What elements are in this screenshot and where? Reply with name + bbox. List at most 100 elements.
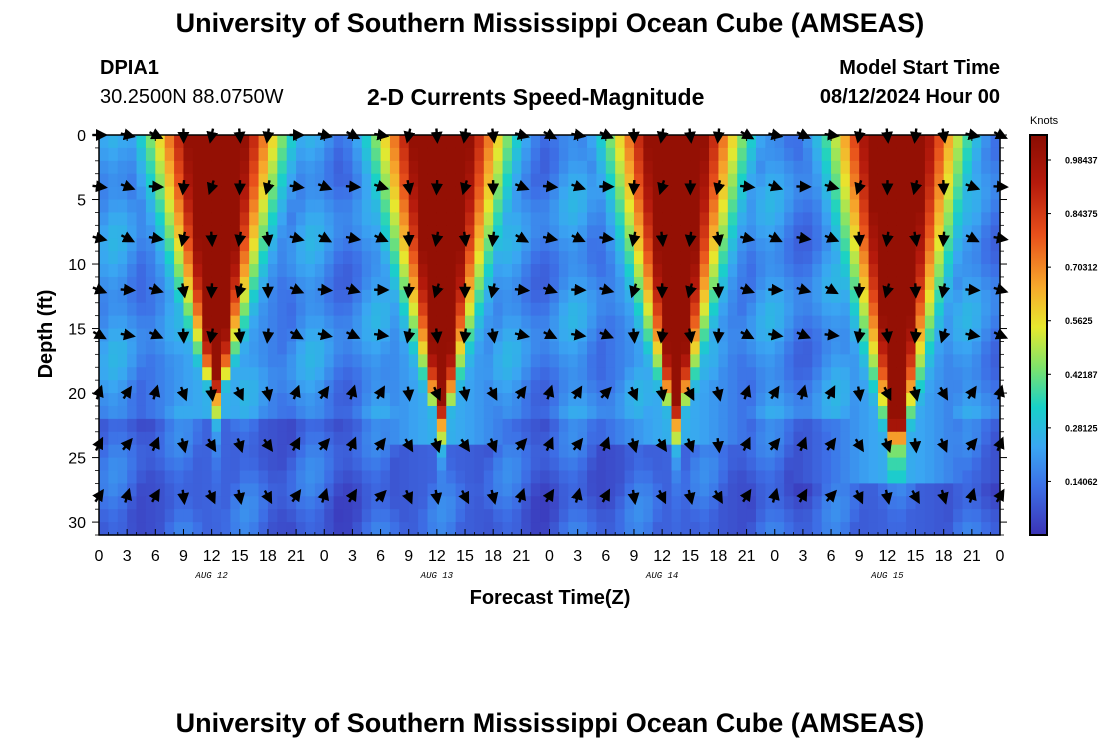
heatmap-cell	[249, 431, 260, 446]
heatmap-cell	[436, 199, 447, 214]
heatmap-cell	[549, 238, 560, 252]
heatmap-cell	[840, 457, 851, 472]
heatmap-cell	[314, 418, 325, 433]
heatmap-cell	[202, 457, 213, 472]
heatmap-cell	[540, 483, 551, 497]
heatmap-cell	[399, 173, 410, 188]
heatmap-cell	[99, 418, 109, 433]
heatmap-cell	[343, 147, 354, 162]
heatmap-cell	[258, 444, 269, 459]
heatmap-cell	[277, 251, 288, 265]
heatmap-cell	[924, 173, 935, 188]
heatmap-cell	[511, 522, 522, 536]
heatmap-cell	[718, 302, 729, 317]
heatmap-cell	[568, 470, 579, 484]
heatmap-cell	[793, 199, 804, 214]
heatmap-cell	[183, 522, 194, 536]
current-arrow	[599, 328, 615, 340]
heatmap-cell	[821, 160, 832, 175]
heatmap-cell	[511, 186, 522, 201]
heatmap-cell	[737, 496, 748, 510]
heatmap-cell	[924, 147, 935, 162]
heatmap-cell	[774, 444, 785, 459]
heatmap-cell	[784, 135, 795, 149]
heatmap-cell	[549, 418, 560, 433]
heatmap-cell	[924, 289, 935, 304]
heatmap-cell	[887, 483, 898, 497]
heatmap-cell	[896, 302, 907, 317]
heatmap-cell	[305, 522, 316, 536]
heatmap-cell	[821, 496, 832, 510]
heatmap-cell	[802, 238, 813, 252]
heatmap-cell	[868, 328, 879, 343]
heatmap-cell	[333, 225, 344, 239]
heatmap-cell	[755, 199, 766, 214]
heatmap-cell	[990, 199, 1001, 214]
heatmap-cell	[389, 405, 400, 420]
heatmap-cell	[202, 264, 213, 278]
heatmap-cell	[540, 302, 551, 317]
heatmap-cell	[549, 354, 560, 368]
current-arrow	[402, 489, 414, 505]
heatmap-cell	[352, 199, 363, 214]
heatmap-cell	[802, 289, 813, 304]
heatmap-cell	[286, 380, 297, 394]
heatmap-cell	[887, 135, 898, 149]
heatmap-cell	[859, 522, 870, 536]
heatmap-cell	[502, 212, 513, 226]
heatmap-cell	[859, 380, 870, 394]
heatmap-cell	[530, 405, 541, 420]
heatmap-cell	[680, 264, 691, 278]
heatmap-cell	[802, 186, 813, 201]
heatmap-cell	[408, 264, 419, 278]
current-arrow	[402, 179, 415, 196]
current-arrow	[177, 179, 190, 196]
heatmap-cell	[286, 405, 297, 420]
heatmap-cell	[277, 354, 288, 368]
heatmap-cell	[455, 444, 466, 459]
heatmap-cell	[558, 444, 569, 459]
heatmap-cell	[643, 380, 654, 394]
heatmap-cell	[727, 289, 738, 304]
heatmap-cell	[221, 289, 231, 304]
heatmap-cell	[755, 341, 766, 355]
heatmap-cell	[849, 483, 860, 497]
heatmap-cell	[267, 418, 278, 433]
heatmap-cell	[108, 147, 119, 162]
heatmap-cell	[868, 212, 879, 226]
heatmap-cell	[127, 289, 138, 304]
heatmap-cell	[211, 457, 222, 472]
heatmap-cell	[849, 496, 860, 510]
heatmap-cell	[511, 405, 522, 420]
heatmap-cell	[221, 509, 231, 523]
heatmap-cell	[690, 147, 701, 162]
heatmap-cell	[230, 496, 241, 510]
heatmap-cell	[896, 328, 907, 343]
heatmap-cell	[418, 444, 429, 459]
heatmap-cell	[436, 457, 447, 472]
heatmap-cell	[784, 509, 795, 523]
current-arrow	[120, 437, 133, 451]
heatmap-cell	[343, 186, 354, 201]
heatmap-cell	[990, 418, 1001, 433]
heatmap-cell	[352, 160, 363, 175]
heatmap-cell	[605, 173, 616, 188]
heatmap-cell	[859, 431, 870, 446]
heatmap-cell	[896, 173, 907, 188]
heatmap-cell	[690, 457, 701, 472]
heatmap-cell	[915, 483, 926, 497]
heatmap-cell	[117, 496, 128, 510]
heatmap-cell	[915, 431, 926, 446]
heatmap-cell	[605, 367, 616, 381]
heatmap-cell	[755, 354, 766, 368]
heatmap-cell	[784, 341, 795, 355]
heatmap-cell	[343, 457, 354, 472]
heatmap-cell	[915, 264, 926, 278]
heatmap-cell	[155, 238, 166, 252]
heatmap-cell	[924, 135, 935, 149]
heatmap-cell	[127, 315, 138, 330]
heatmap-cell	[568, 367, 579, 381]
heatmap-cell	[221, 354, 231, 368]
heatmap-cell	[624, 444, 635, 459]
x-tick-label: 21	[287, 548, 305, 565]
